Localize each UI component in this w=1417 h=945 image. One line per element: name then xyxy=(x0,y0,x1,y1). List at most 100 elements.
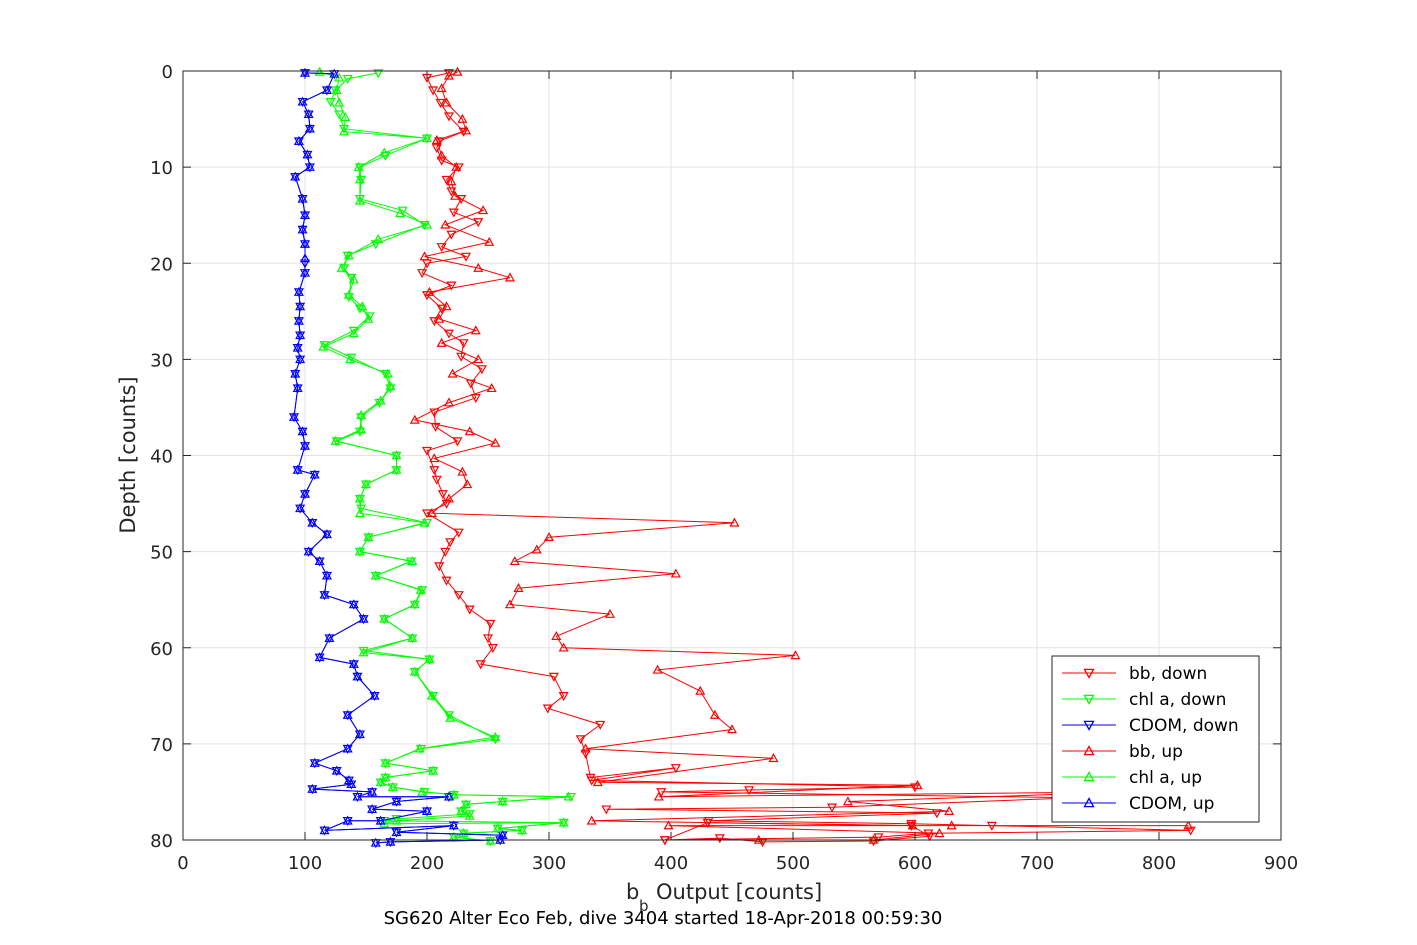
data-point xyxy=(421,219,433,229)
data-point xyxy=(318,341,329,351)
data-point xyxy=(352,791,363,801)
data-point xyxy=(414,743,425,753)
data-point xyxy=(354,493,365,503)
data-point xyxy=(443,329,454,339)
data-point xyxy=(457,113,468,123)
data-point xyxy=(434,313,445,323)
data-point xyxy=(868,837,879,847)
data-point xyxy=(446,187,457,197)
data-point xyxy=(342,815,353,825)
legend-entry-label: bb, up xyxy=(1129,742,1183,762)
data-point xyxy=(295,354,306,364)
data-point xyxy=(342,743,353,753)
data-point xyxy=(744,786,755,796)
data-point xyxy=(297,426,308,436)
data-point xyxy=(302,149,313,159)
legend: bb, down chl a, down CDOM, down bb, up chl a… xyxy=(1051,655,1260,823)
data-point xyxy=(586,776,597,786)
data-point xyxy=(339,124,350,134)
data-point xyxy=(330,86,341,96)
data-point xyxy=(565,792,576,802)
data-point xyxy=(417,586,428,596)
data-point xyxy=(580,743,591,753)
series-layer xyxy=(289,66,1196,849)
data-point xyxy=(304,123,315,133)
data-point xyxy=(292,342,303,352)
data-point xyxy=(385,836,396,846)
y-axis-label: Depth [counts] xyxy=(116,376,140,533)
data-point xyxy=(409,666,420,676)
data-point xyxy=(314,66,325,76)
data-point xyxy=(357,301,368,311)
y-tick-label: 80 xyxy=(150,831,173,852)
series-line xyxy=(413,71,1189,841)
series-line xyxy=(293,72,504,844)
data-point xyxy=(314,556,325,566)
legend-entry-label: CDOM, up xyxy=(1129,794,1214,814)
data-point xyxy=(321,84,332,95)
data-point xyxy=(356,175,367,185)
data-point xyxy=(558,692,569,702)
caption: SG620 Alter Eco Feb, dive 3404 started 1… xyxy=(384,908,943,929)
data-point xyxy=(653,791,664,801)
data-point xyxy=(563,791,574,801)
x-tick-label: 800 xyxy=(1142,853,1176,874)
data-point xyxy=(595,720,606,730)
data-point xyxy=(453,163,464,173)
legend-marker xyxy=(1083,745,1095,756)
data-point xyxy=(470,325,481,335)
data-point xyxy=(448,789,459,799)
data-point xyxy=(292,464,303,474)
data-point xyxy=(482,634,494,644)
data-point xyxy=(373,233,384,244)
data-point xyxy=(446,230,457,240)
data-point xyxy=(1183,820,1194,830)
data-point xyxy=(446,176,457,186)
data-point xyxy=(340,111,351,121)
x-tick-label: 700 xyxy=(1020,853,1054,874)
data-point xyxy=(548,672,559,682)
data-point xyxy=(379,147,390,157)
data-point xyxy=(417,269,428,279)
data-point xyxy=(297,96,308,106)
data-point xyxy=(382,368,393,378)
x-axis-label-subscript: b xyxy=(639,897,649,915)
data-point xyxy=(358,613,369,623)
data-point xyxy=(356,413,367,423)
data-point xyxy=(354,174,365,184)
data-point xyxy=(380,757,391,767)
x-axis-label-text: Output [counts] xyxy=(656,880,822,904)
data-point xyxy=(354,729,365,739)
data-point xyxy=(354,195,365,205)
data-point xyxy=(586,815,597,825)
data-point xyxy=(478,205,489,215)
data-point xyxy=(531,544,542,554)
data-point xyxy=(379,613,390,623)
data-point xyxy=(448,208,459,218)
data-point xyxy=(464,426,475,436)
data-point xyxy=(457,466,468,476)
data-point xyxy=(348,599,359,609)
data-point xyxy=(470,394,481,404)
data-point xyxy=(354,163,365,173)
data-point xyxy=(443,70,454,80)
data-point xyxy=(435,98,446,108)
data-point xyxy=(542,704,553,714)
data-point xyxy=(370,837,381,847)
data-point xyxy=(289,411,300,421)
data-point xyxy=(462,479,473,489)
data-point xyxy=(443,493,454,503)
data-point xyxy=(434,562,445,572)
data-point xyxy=(379,818,390,828)
data-point xyxy=(461,125,472,135)
data-point xyxy=(345,354,356,364)
x-axis-label: b b Output [counts] xyxy=(626,880,822,915)
x-tick-label: 100 xyxy=(288,853,322,874)
data-point xyxy=(342,709,353,719)
data-point xyxy=(356,504,367,514)
data-point xyxy=(601,805,612,815)
data-point xyxy=(475,660,486,670)
data-point xyxy=(336,262,347,272)
data-point xyxy=(445,538,456,548)
data-point xyxy=(441,175,452,185)
